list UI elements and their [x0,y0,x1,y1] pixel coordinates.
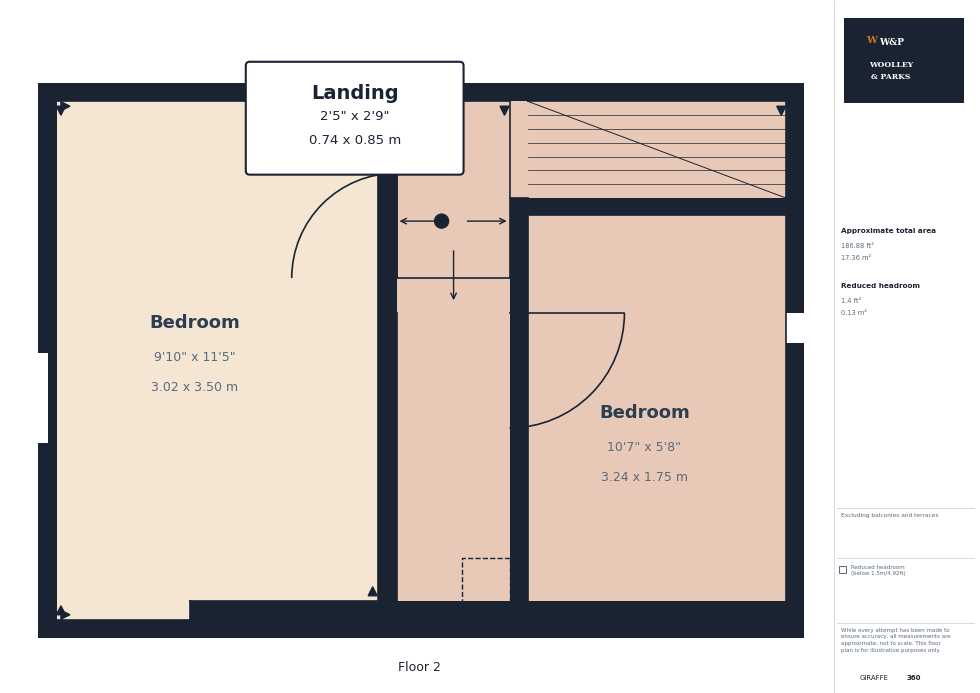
Polygon shape [368,106,377,115]
FancyBboxPatch shape [844,18,964,103]
Bar [38,83,805,638]
Bar [786,313,805,343]
Text: Approximate total area: Approximate total area [841,228,936,234]
Text: Landing: Landing [311,84,399,103]
Polygon shape [61,611,70,620]
Text: 3.24 x 1.75 m: 3.24 x 1.75 m [601,471,688,484]
Bar [57,101,377,601]
Polygon shape [61,102,70,111]
Polygon shape [397,106,406,115]
Polygon shape [777,201,786,210]
Bar [527,198,786,215]
Polygon shape [57,106,66,115]
Text: Bedroom: Bedroom [599,404,690,422]
Text: Floor 2: Floor 2 [398,661,441,674]
Text: 2'5" x 2'9": 2'5" x 2'9" [319,109,389,123]
Text: 0.74 x 0.85 m: 0.74 x 0.85 m [309,134,401,147]
FancyBboxPatch shape [246,62,464,175]
Text: 186.88 ft²: 186.88 ft² [841,243,874,249]
Bar [510,198,786,601]
Text: 360: 360 [906,675,920,681]
Bar [57,601,190,620]
Text: WOOLLEY: WOOLLEY [869,61,913,69]
Polygon shape [777,106,786,115]
Polygon shape [368,587,377,596]
Text: 9'10" x 11'5": 9'10" x 11'5" [154,351,235,365]
Bar [38,353,48,443]
Bar [38,83,805,638]
Text: Excluding balconies and terraces: Excluding balconies and terraces [841,513,939,518]
Bar [839,565,846,573]
Polygon shape [57,606,66,615]
Text: 3.02 x 3.50 m: 3.02 x 3.50 m [151,381,238,394]
Text: 10'7" x 5'8": 10'7" x 5'8" [608,441,681,455]
Polygon shape [500,106,509,115]
Text: 17.36 m²: 17.36 m² [841,255,871,261]
Bar [510,101,786,198]
Bar [377,101,510,278]
Text: W&P: W&P [879,38,904,47]
Text: 0.13 m²: 0.13 m² [841,310,867,316]
Text: 1.4 ft²: 1.4 ft² [841,298,861,304]
Bar [377,278,510,601]
Text: & PARKS: & PARKS [871,73,910,81]
Text: GIRAFFE: GIRAFFE [859,675,888,681]
Bar [527,601,786,620]
Text: W: W [865,36,877,45]
Text: Reduced headroom: Reduced headroom [841,283,920,289]
Bar [190,601,377,620]
Bar [462,558,510,620]
Bar [377,101,397,601]
Circle shape [434,214,449,228]
Text: While every attempt has been made to
ensure accuracy, all measurements are
appro: While every attempt has been made to ens… [841,628,951,653]
Bar [510,198,527,601]
Text: Reduced headroom
(below 1.5m/4.92ft): Reduced headroom (below 1.5m/4.92ft) [852,565,906,576]
Text: Bedroom: Bedroom [149,314,240,332]
